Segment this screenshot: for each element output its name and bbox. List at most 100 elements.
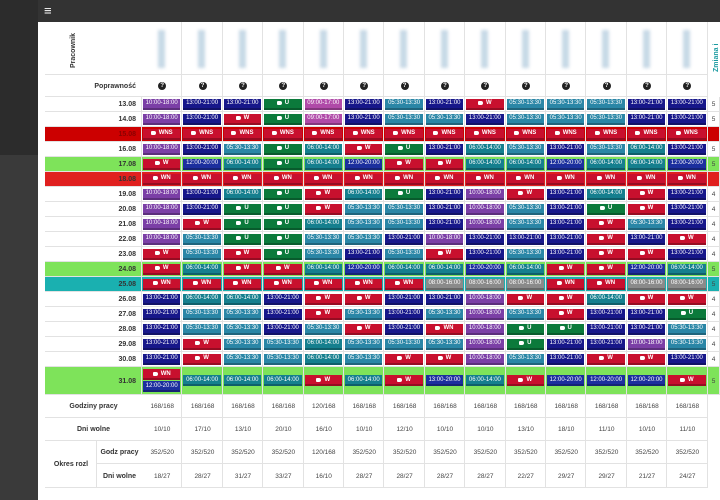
shift[interactable]: WN xyxy=(264,173,302,185)
shift[interactable]: W xyxy=(223,263,262,275)
shift[interactable]: WN xyxy=(223,278,262,290)
shift[interactable]: 10:00-18:00 xyxy=(466,323,504,335)
shift[interactable]: WN xyxy=(587,278,625,290)
shift[interactable]: 13:00-21:00 xyxy=(547,188,585,200)
shift[interactable]: W xyxy=(425,248,464,260)
shift[interactable]: 05:30-13:30 xyxy=(304,323,342,335)
shift[interactable]: W xyxy=(506,375,544,386)
shift[interactable]: 13:00-21:00 xyxy=(627,98,666,110)
shift[interactable]: 05:30-13:30 xyxy=(183,323,221,335)
shift[interactable]: WN xyxy=(345,173,383,185)
shift[interactable]: U xyxy=(264,203,302,215)
shift[interactable]: 10:00-18:00 xyxy=(466,338,504,350)
shift[interactable]: W xyxy=(183,353,221,365)
shift[interactable]: 05:30-13:30 xyxy=(183,248,221,260)
shift[interactable]: W xyxy=(304,293,342,305)
shift[interactable]: 10:00-18:00 xyxy=(466,353,504,365)
shift[interactable]: W xyxy=(143,263,181,275)
shift[interactable]: 13:00-20:00 xyxy=(425,375,464,386)
shift[interactable]: 06:00-14:00 xyxy=(425,263,464,275)
shift[interactable]: 13:00-21:00 xyxy=(627,233,666,245)
shift[interactable]: 05:30-13:30 xyxy=(506,203,544,215)
shift[interactable]: 05:30-13:30 xyxy=(385,113,423,125)
shift[interactable]: 08:00-16:00 xyxy=(466,278,504,290)
shift[interactable]: W xyxy=(506,293,544,305)
shift[interactable]: W xyxy=(627,293,666,305)
check-icon[interactable]: ? xyxy=(481,82,490,90)
shift[interactable]: W xyxy=(264,263,302,275)
shift[interactable]: 10:00-18:00 xyxy=(143,188,181,200)
shift[interactable]: 05:30-13:30 xyxy=(223,143,262,155)
shift[interactable]: W xyxy=(143,158,181,170)
shift[interactable]: 13:00-21:00 xyxy=(627,308,666,320)
shift[interactable]: 13:00-21:00 xyxy=(668,143,706,155)
shift[interactable]: WNS xyxy=(587,128,625,140)
shift[interactable]: 13:00-21:00 xyxy=(668,218,706,230)
shift[interactable]: 10:00-18:00 xyxy=(466,218,504,230)
shift[interactable]: 10:00-18:00 xyxy=(143,143,181,155)
shift[interactable]: 08:00-16:00 xyxy=(668,278,706,290)
shift[interactable]: 10:00-18:00 xyxy=(466,308,504,320)
shift[interactable]: W xyxy=(223,248,262,260)
shift[interactable]: WN xyxy=(425,173,464,185)
shift[interactable]: U xyxy=(587,203,625,215)
shift[interactable]: 05:30-13:30 xyxy=(385,218,423,230)
shift[interactable]: WN xyxy=(264,278,302,290)
shift[interactable]: 12:00-20:00 xyxy=(345,263,383,275)
shift[interactable]: 05:30-13:30 xyxy=(304,248,342,260)
shift[interactable]: 06:00-14:00 xyxy=(183,375,221,386)
shift[interactable]: 13:00-21:00 xyxy=(345,113,383,125)
shift[interactable]: 13:00-21:00 xyxy=(143,308,181,320)
shift[interactable]: 13:00-21:00 xyxy=(627,113,666,125)
shift[interactable]: W xyxy=(627,188,666,200)
shift[interactable]: WN xyxy=(425,323,464,335)
shift[interactable]: W xyxy=(304,308,342,320)
shift[interactable]: 12:00-20:00 xyxy=(183,158,221,170)
shift[interactable]: 06:00-14:00 xyxy=(223,188,262,200)
shift[interactable]: 13:00-21:00 xyxy=(547,233,585,245)
shift[interactable]: W xyxy=(668,293,706,305)
shift[interactable]: WN xyxy=(627,173,666,185)
shift[interactable]: U xyxy=(264,113,302,125)
shift[interactable]: 06:00-14:00 xyxy=(506,158,544,170)
shift[interactable]: WNS xyxy=(264,128,302,140)
shift[interactable]: WN xyxy=(183,278,221,290)
shift[interactable]: 12:00-20:00 xyxy=(547,375,585,386)
shift[interactable]: 13:00-21:00 xyxy=(466,113,504,125)
shift[interactable]: 12:00-20:00 xyxy=(547,158,585,170)
shift[interactable]: 06:00-14:00 xyxy=(183,293,221,305)
shift[interactable]: 05:30-13:30 xyxy=(506,98,544,110)
shift[interactable]: 05:30-13:30 xyxy=(668,338,706,350)
shift[interactable]: W xyxy=(304,375,342,386)
shift[interactable]: 05:30-13:30 xyxy=(223,323,262,335)
shift[interactable]: 06:00-14:00 xyxy=(466,158,504,170)
shift[interactable]: 10:00-18:00 xyxy=(425,233,464,245)
shift[interactable]: 13:00-21:00 xyxy=(385,293,423,305)
shift[interactable]: 13:00-21:00 xyxy=(425,218,464,230)
shift[interactable]: 08:00-16:00 xyxy=(506,278,544,290)
shift[interactable]: 10:00-18:00 xyxy=(143,218,181,230)
shift[interactable]: 06:00-14:00 xyxy=(345,375,383,386)
shift[interactable]: W xyxy=(627,353,666,365)
shift[interactable]: W xyxy=(668,375,706,386)
shift[interactable]: W xyxy=(466,98,504,110)
shift[interactable]: 05:30-13:30 xyxy=(183,308,221,320)
check-icon[interactable]: ? xyxy=(400,82,409,90)
shift[interactable]: 06:00-14:00 xyxy=(223,158,262,170)
shift[interactable]: 13:00-21:00 xyxy=(547,248,585,260)
shift[interactable]: U xyxy=(506,323,544,335)
shift[interactable]: 05:30-13:30 xyxy=(385,248,423,260)
shift[interactable]: 06:00-14:00 xyxy=(587,293,625,305)
shift[interactable]: WN xyxy=(143,278,181,290)
shift[interactable]: 05:30-13:30 xyxy=(345,233,383,245)
shift[interactable]: W xyxy=(345,323,383,335)
shift[interactable]: WN xyxy=(345,278,383,290)
check-icon[interactable]: ? xyxy=(441,82,449,90)
shift[interactable]: 05:30-13:30 xyxy=(345,338,383,350)
shift[interactable]: WN xyxy=(587,173,625,185)
shift[interactable]: WN xyxy=(143,173,181,185)
shift[interactable]: WN xyxy=(668,173,706,185)
shift[interactable]: 13:00-21:00 xyxy=(668,353,706,365)
shift[interactable]: 06:00-14:00 xyxy=(587,158,625,170)
shift[interactable]: W xyxy=(304,203,342,215)
